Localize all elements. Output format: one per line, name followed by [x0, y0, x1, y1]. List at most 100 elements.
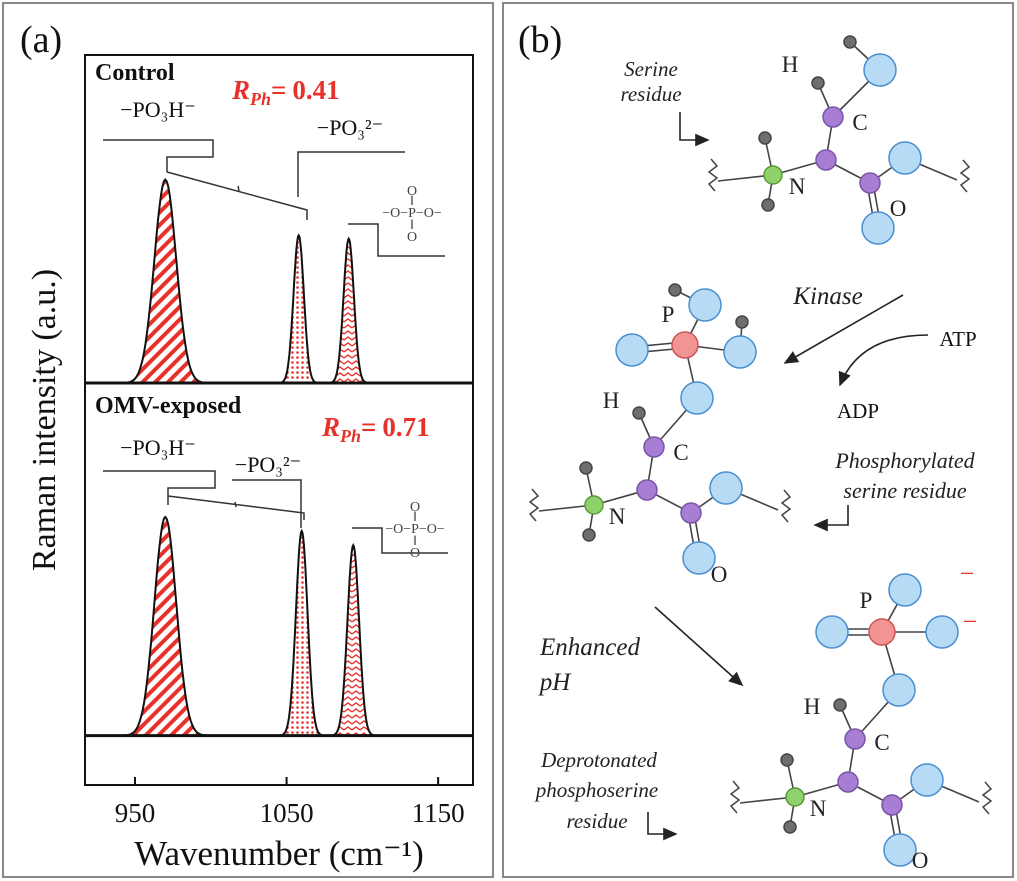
atom: [735, 315, 749, 329]
atom: [668, 283, 682, 297]
adp-label: ADP: [837, 399, 879, 423]
atom: [682, 541, 716, 575]
peak: [323, 542, 384, 737]
atom: [925, 615, 959, 649]
atom: [910, 763, 944, 797]
bracket: [232, 479, 302, 528]
charge: −: [963, 607, 978, 636]
atom: [723, 335, 757, 369]
serine-label: Serine: [624, 57, 678, 81]
atom: [671, 331, 699, 359]
arrow: [654, 606, 744, 687]
deprotonated-label: phosphoserine: [534, 778, 659, 802]
atom: [815, 615, 849, 649]
phosphate-structure: O: [407, 230, 417, 245]
group-label: −PO₃H⁻: [120, 97, 196, 122]
arrow: [813, 505, 849, 532]
phosphate-structure: −O−P−O−: [385, 522, 445, 537]
atom: [888, 573, 922, 607]
atom: [763, 165, 783, 185]
x-tick-label: 950: [115, 798, 156, 828]
brackets: [103, 139, 448, 554]
x-axis-label: Wavenumber (cm⁻¹): [134, 834, 424, 873]
panel-label: (a): [20, 19, 62, 61]
ratio-symbol: R: [321, 412, 340, 442]
atom-label: P: [662, 302, 675, 327]
atom: [780, 753, 794, 767]
sample-label: Control: [95, 60, 175, 86]
atom-label: H: [804, 694, 821, 719]
atom-label: H: [782, 52, 799, 77]
deprotonated-label: Deprotonated: [540, 748, 657, 772]
phosphate-structure: O: [410, 500, 420, 515]
enzyme-label: Kinase: [792, 283, 862, 310]
atom: [582, 528, 596, 542]
atom: [680, 502, 702, 524]
atom: [761, 198, 775, 212]
condition-label: Enhanced: [539, 634, 640, 661]
bracket: [348, 223, 445, 257]
phosphate-structure: ‖: [410, 218, 414, 233]
chain-break: [707, 158, 719, 192]
chain-break: [780, 489, 792, 523]
atom-label: C: [673, 440, 688, 465]
atom-label: N: [789, 174, 806, 199]
atom: [785, 787, 805, 807]
chain-break: [729, 780, 741, 814]
deprotonated-label: residue: [566, 809, 627, 833]
atom: [843, 35, 857, 49]
atom: [863, 53, 897, 87]
atom-label: O: [912, 848, 929, 873]
atom: [888, 141, 922, 175]
atom-label: C: [874, 730, 889, 755]
panel-a-frame: [2, 2, 494, 878]
atom: [783, 820, 797, 834]
molecule: [707, 35, 971, 245]
phosphate-structure: O: [410, 546, 420, 561]
peak: [108, 178, 222, 384]
charge: −: [960, 559, 975, 588]
atom-label: O: [711, 562, 728, 587]
atom: [881, 794, 903, 816]
arrow: [647, 812, 678, 841]
ratio-relation: =: [361, 412, 376, 442]
atom: [844, 728, 866, 750]
spectra: [84, 54, 474, 786]
diagram: [528, 35, 993, 867]
atom: [758, 131, 772, 145]
atom: [632, 406, 646, 420]
ratio-label: RPh= 0.41: [231, 75, 340, 109]
atom: [584, 495, 604, 515]
ratio-value: 0.71: [382, 412, 429, 442]
ratio-value: 0.41: [292, 75, 339, 105]
arrow: [679, 112, 710, 147]
atom: [811, 76, 825, 90]
phosphorylated-label: serine residue: [843, 478, 966, 503]
molecule: [729, 573, 993, 867]
y-axis-label: Raman intensity (a.u.): [26, 269, 63, 571]
ratio-subscript: Ph: [249, 89, 271, 109]
atom: [861, 211, 895, 245]
chain-break: [528, 488, 540, 522]
atom: [833, 698, 847, 712]
phosphate-structure: O: [407, 184, 417, 199]
atom-label: N: [609, 504, 626, 529]
peak: [272, 233, 326, 384]
ratio-label: RPh= 0.71: [321, 412, 430, 446]
atom: [615, 333, 649, 367]
atom-label: P: [860, 588, 873, 613]
arrows: [647, 112, 929, 841]
bracket: [352, 527, 448, 554]
atom: [822, 106, 844, 128]
bracket: [103, 139, 308, 220]
atom-label: O: [890, 196, 907, 221]
ratio-symbol: R: [231, 75, 250, 105]
ratio-relation: =: [271, 75, 286, 105]
group-label: −PO₃²⁻: [235, 452, 301, 477]
atom: [579, 461, 593, 475]
atom: [859, 172, 881, 194]
arrow: [783, 294, 904, 364]
panel-b-frame: [502, 2, 1014, 878]
atp-label: ATP: [939, 327, 976, 351]
